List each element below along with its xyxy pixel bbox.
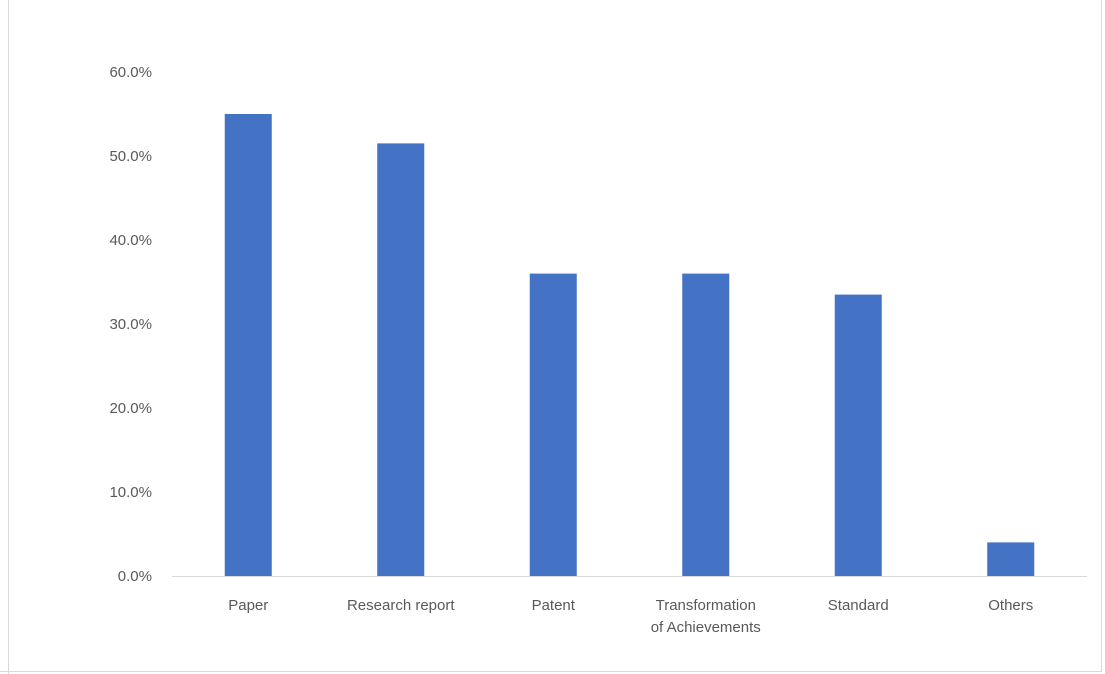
y-tick-label: 20.0% (109, 400, 152, 417)
x-tick-label-line: Standard (828, 597, 889, 614)
y-tick-label: 0.0% (118, 568, 152, 585)
bar (682, 273, 730, 576)
chart-frame-left-edge (8, 0, 9, 674)
bar (834, 294, 882, 576)
bar (224, 114, 272, 576)
y-tick-label: 10.0% (109, 484, 152, 501)
y-axis-ticks: 0.0% 10.0% 20.0% 30.0% 40.0% 50.0% 60.0% (109, 64, 152, 585)
x-tick-label: Patent (532, 597, 576, 614)
x-tick-label: Others (988, 597, 1033, 614)
x-tick-label-line: Transformation (656, 597, 756, 614)
x-tick-label: Standard (828, 597, 889, 614)
y-tick-label: 40.0% (109, 232, 152, 249)
x-tick-label: Paper (228, 597, 268, 614)
x-tick-label-line: of Achievements (651, 619, 761, 636)
x-tick-label-line: Others (988, 597, 1033, 614)
bar (529, 273, 577, 576)
y-tick-label: 50.0% (109, 148, 152, 165)
y-tick-label: 60.0% (109, 64, 152, 81)
x-tick-label: Transformation of Achievements (651, 597, 761, 636)
x-tick-label-line: Patent (532, 597, 576, 614)
bars (224, 114, 1035, 576)
y-tick-label: 30.0% (109, 316, 152, 333)
x-tick-label-line: Research report (347, 597, 455, 614)
bar (377, 143, 425, 576)
x-axis-labels: Paper Research report Patent Transformation… (228, 597, 1033, 636)
bar (987, 542, 1035, 576)
x-tick-label: Research report (347, 597, 455, 614)
x-tick-label-line: Paper (228, 597, 268, 614)
